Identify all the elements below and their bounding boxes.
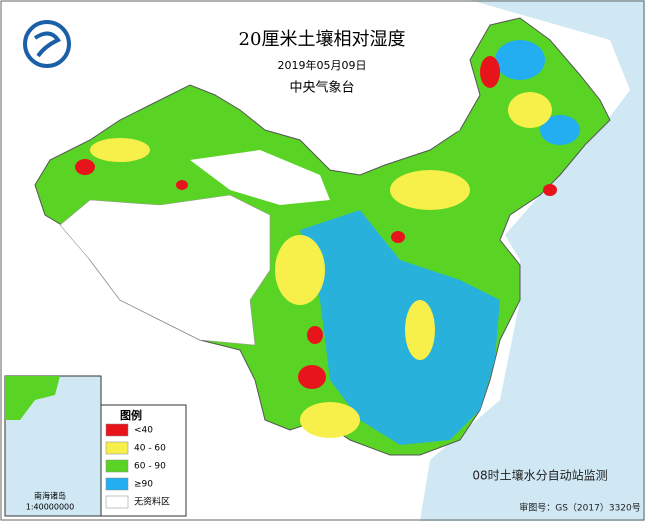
legend-label: ≥90 <box>134 480 153 490</box>
legend-label: <40 <box>134 426 153 436</box>
no-data-region <box>380 100 460 160</box>
dry-region <box>390 170 470 210</box>
wet-region <box>300 210 500 445</box>
inset-title: 南海诸岛 <box>34 491 66 501</box>
sea <box>420 0 645 521</box>
no-data-region <box>59 194 271 346</box>
legend-label: 60 - 90 <box>134 462 166 472</box>
very-dry-region <box>176 180 188 190</box>
legend-items: <40 40 - 60 60 - 90 ≥90 无资料区 <box>105 423 170 509</box>
logo <box>23 20 71 68</box>
dry-region <box>508 92 552 128</box>
very-dry-region <box>307 326 323 344</box>
logo <box>33 31 61 58</box>
wet-region <box>540 115 580 145</box>
footer-note: 08时土壤水分自动站监测 <box>472 468 607 483</box>
very-dry-region <box>75 159 95 175</box>
very-dry-region <box>298 365 326 389</box>
very-dry-region <box>480 56 500 88</box>
legend-swatch <box>105 495 129 509</box>
no-data-region <box>190 150 330 205</box>
legend-swatch <box>105 441 129 455</box>
title: 20厘米土壤相对湿度 <box>239 29 406 50</box>
legend-title: 图例 <box>120 408 142 422</box>
wet-region <box>495 40 545 80</box>
dry-region <box>405 300 435 360</box>
legend-label: 40 - 60 <box>134 444 166 454</box>
inset-scale: 1:40000000 <box>26 503 75 512</box>
agency: 中央气象台 <box>289 80 354 96</box>
dry-region <box>90 138 150 162</box>
legend-swatch <box>105 423 129 437</box>
legend-label: 无资料区 <box>134 496 170 508</box>
inset-land <box>5 376 60 420</box>
dry-region <box>275 235 325 305</box>
very-dry-region <box>391 231 405 243</box>
very-dry-region <box>543 184 557 196</box>
legend-swatch <box>105 477 129 491</box>
footer-approval: 审图号：GS（2017）3320号 <box>519 502 641 514</box>
date: 2019年05月09日 <box>278 58 367 72</box>
legend-swatch <box>105 459 129 473</box>
dry-region <box>300 402 360 438</box>
